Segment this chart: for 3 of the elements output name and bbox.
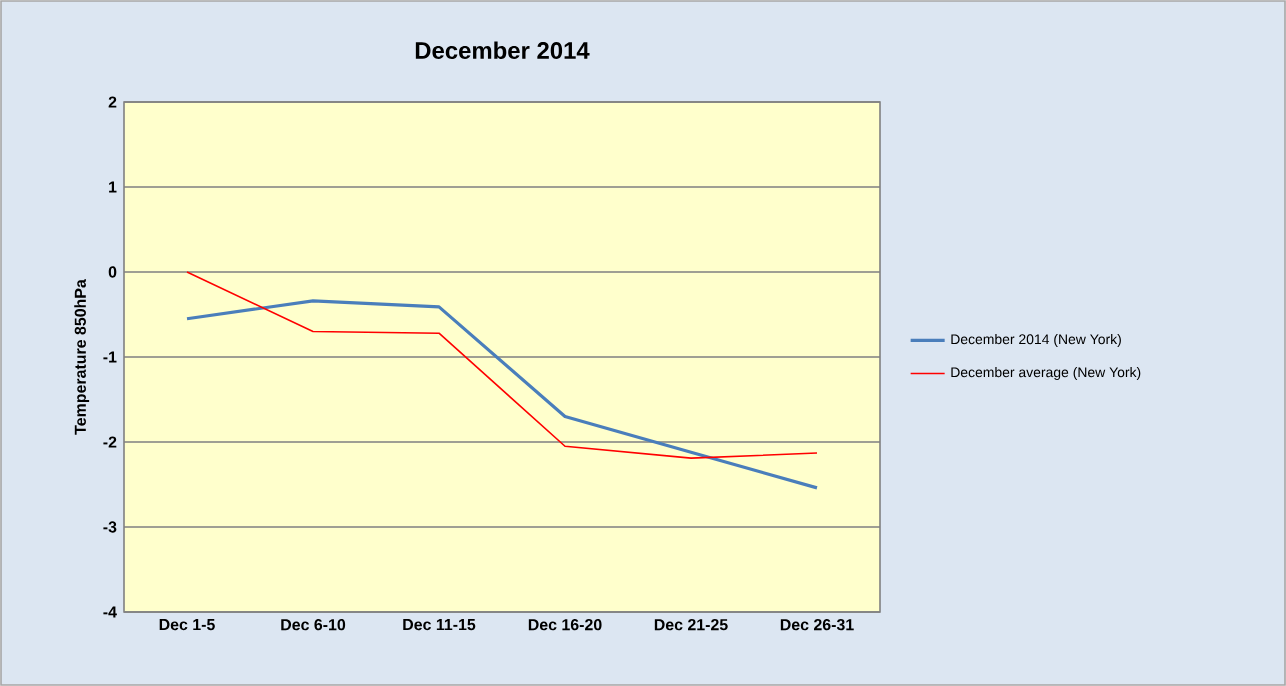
line-series <box>185 299 819 490</box>
chart-title: December 2014 <box>415 41 590 59</box>
line-series <box>186 271 818 459</box>
